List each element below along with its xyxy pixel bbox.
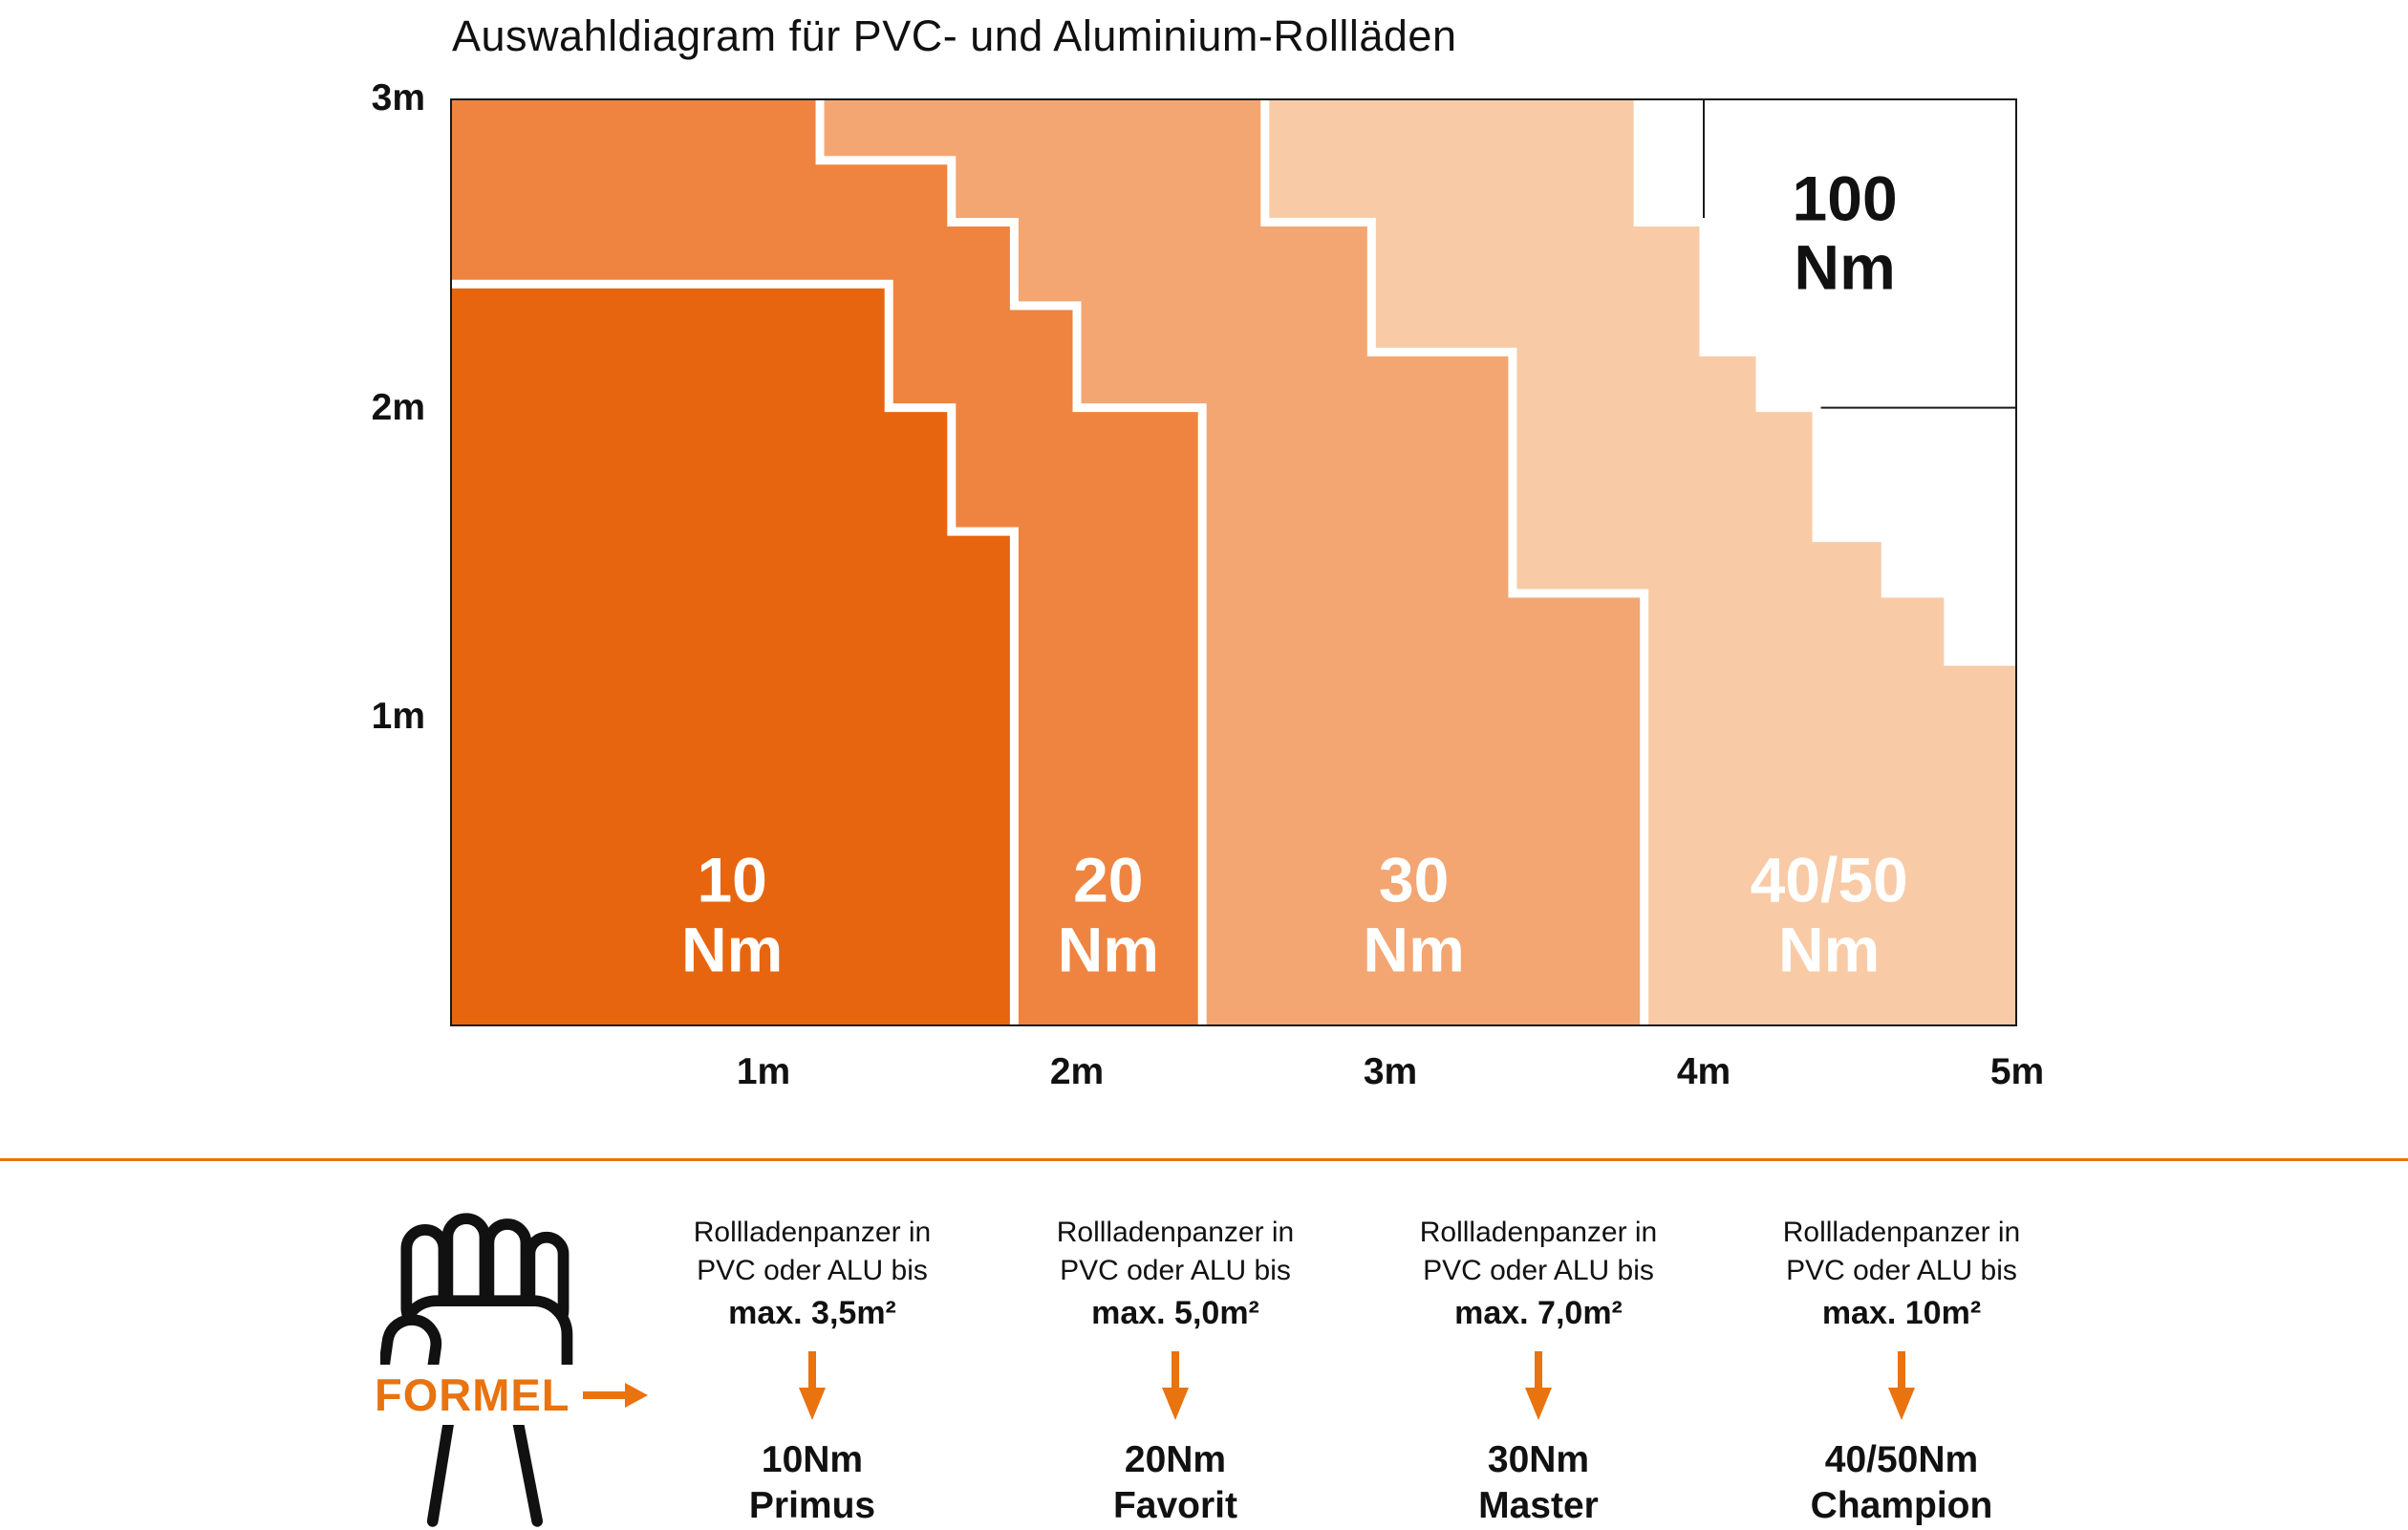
column-master: Rollladenpanzer in PVC oder ALU bis max.… <box>1357 1214 1720 1528</box>
formel-label-group: FORMEL <box>369 1365 656 1425</box>
region-torque-value: 40/50 <box>1750 844 1908 916</box>
motor-name: Champion <box>1810 1484 1993 1526</box>
chart-area: 10 Nm 20 Nm 30 Nm 40/50 Nm 100 Nm <box>450 98 2017 1026</box>
condition-line: PVC oder ALU bis <box>1060 1254 1291 1286</box>
x-tick-4m: 4m <box>1676 1051 1731 1092</box>
region-torque-value: 20 <box>1073 844 1144 916</box>
motor-selection-chart <box>450 98 2017 1026</box>
arrow-down-icon <box>1888 1351 1915 1421</box>
region-torque-unit: Nm <box>1057 914 1159 985</box>
region-label-40-50nm: 40/50 Nm <box>1751 846 1908 984</box>
x-tick-2m: 2m <box>1049 1051 1105 1092</box>
recommendation-columns: Rollladenpanzer in PVC oder ALU bis max.… <box>631 1214 2083 1528</box>
arrow-down-icon <box>799 1351 826 1421</box>
x-tick-5m: 5m <box>1989 1051 2045 1092</box>
column-champion: Rollladenpanzer in PVC oder ALU bis max.… <box>1720 1214 2083 1528</box>
condition-line: PVC oder ALU bis <box>1423 1254 1654 1286</box>
motor-name: Primus <box>748 1484 876 1526</box>
y-tick-1m: 1m <box>371 696 425 737</box>
region-torque-unit: Nm <box>1794 231 1896 303</box>
chart-title: Auswahldiagram für PVC- und Aluminium-Ro… <box>452 11 1457 60</box>
condition-line: Rollladenpanzer in <box>1419 1217 1658 1248</box>
motor-torque: 10Nm <box>761 1439 864 1481</box>
region-torque-value: 10 <box>697 844 767 916</box>
arrow-down-icon <box>1525 1351 1552 1421</box>
y-tick-3m: 3m <box>371 77 425 119</box>
condition-line: Rollladenpanzer in <box>693 1217 932 1248</box>
arrow-right-icon <box>583 1382 649 1408</box>
region-label-20nm: 20 Nm <box>1058 846 1159 984</box>
condition-line: Rollladenpanzer in <box>1782 1217 2021 1248</box>
region-torque-unit: Nm <box>681 914 784 985</box>
max-area: max. 3,5m² <box>728 1295 896 1332</box>
column-favorit: Rollladenpanzer in PVC oder ALU bis max.… <box>994 1214 1357 1528</box>
arrow-down-icon <box>1162 1351 1189 1421</box>
condition-line: PVC oder ALU bis <box>1786 1254 2017 1286</box>
motor-torque: 20Nm <box>1124 1439 1227 1481</box>
x-tick-1m: 1m <box>736 1051 791 1092</box>
max-area: max. 5,0m² <box>1091 1295 1259 1332</box>
x-tick-3m: 3m <box>1363 1051 1418 1092</box>
region-torque-unit: Nm <box>1778 914 1881 985</box>
region-label-10nm: 10 Nm <box>681 846 783 984</box>
column-primus: Rollladenpanzer in PVC oder ALU bis max.… <box>631 1214 994 1528</box>
max-area: max. 7,0m² <box>1454 1295 1623 1332</box>
section-divider <box>0 1158 2408 1161</box>
motor-torque: 30Nm <box>1487 1439 1590 1481</box>
max-area: max. 10m² <box>1821 1295 1982 1332</box>
formel-label: FORMEL <box>375 1369 570 1420</box>
y-tick-2m: 2m <box>371 387 425 428</box>
region-torque-unit: Nm <box>1363 914 1465 985</box>
motor-name: Favorit <box>1112 1484 1238 1526</box>
motor-torque: 40/50Nm <box>1824 1439 1979 1481</box>
region-torque-value: 30 <box>1378 844 1450 916</box>
region-label-30nm: 30 Nm <box>1363 846 1464 984</box>
condition-line: Rollladenpanzer in <box>1056 1217 1295 1248</box>
region-label-100nm: 100 Nm <box>1793 163 1898 302</box>
condition-line: PVC oder ALU bis <box>697 1254 928 1286</box>
motor-name: Master <box>1478 1484 1599 1526</box>
region-torque-value: 100 <box>1792 162 1898 234</box>
